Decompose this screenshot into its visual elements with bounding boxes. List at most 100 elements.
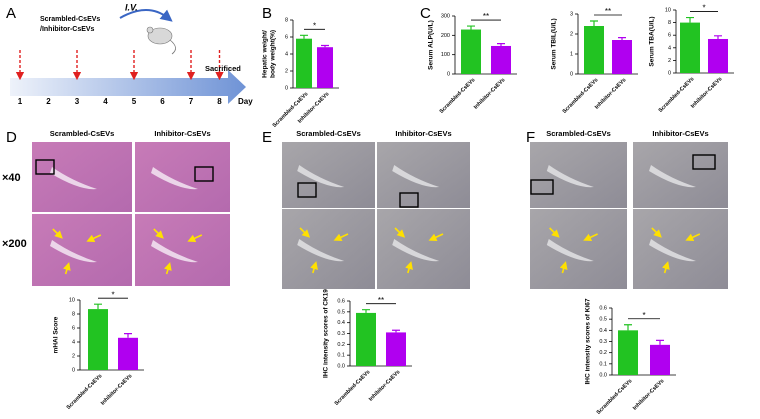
pointer-arrow: [164, 262, 172, 275]
vessel: [649, 165, 696, 188]
bar: [650, 344, 670, 375]
error-bar: [300, 34, 308, 39]
pointer-arrow: [685, 233, 701, 241]
y-tick-label: 2: [285, 68, 288, 74]
treatment-label: Scrambled-CsEVs: [40, 16, 100, 23]
bar: [461, 29, 481, 74]
y-tick-label: 0.4: [599, 328, 607, 334]
y-tick-label: 0: [447, 71, 450, 77]
day-label: 3: [75, 97, 80, 106]
x-tick-label: Scrambled-CsEVs: [334, 369, 372, 407]
x-tick-label: Inhibitor-CsEVs: [368, 369, 401, 402]
error-bar: [467, 25, 475, 30]
error-bar: [321, 44, 329, 48]
bar: [88, 309, 108, 370]
vessel: [546, 239, 594, 262]
error-bar: [714, 35, 722, 39]
error-bar: [624, 324, 632, 331]
column-header: Inhibitor-CsEVs: [154, 129, 210, 138]
mouse-icon: [119, 9, 176, 55]
pointer-arrow: [299, 227, 311, 238]
day-label: 7: [189, 97, 194, 106]
y-axis-label: Hepatic weight/: [262, 30, 269, 78]
y-tick-label: 8: [285, 17, 288, 23]
zoom-box: [194, 166, 214, 182]
bar: [386, 332, 406, 366]
sacrificed-label: Sacrificed: [205, 64, 241, 73]
treatment-label: /Inhibitor-CsEVs: [40, 26, 95, 33]
y-tick-label: 3: [570, 11, 573, 17]
day-label: 2: [46, 97, 51, 106]
significance-label: **: [378, 296, 384, 305]
y-tick-label: 8: [72, 311, 75, 317]
magnification-label: ×40: [2, 172, 21, 184]
bar: [612, 40, 632, 74]
y-tick-label: 0.2: [337, 342, 345, 348]
y-tick-label: 6: [285, 34, 288, 40]
bar: [317, 47, 333, 88]
significance-label: **: [483, 12, 489, 21]
pointer-arrow: [86, 234, 102, 242]
zoom-box: [35, 159, 55, 175]
y-tick-label: 4: [285, 51, 288, 57]
bar: [584, 26, 604, 74]
y-tick-label: 0.0: [337, 363, 345, 369]
route-label: I.V.: [125, 2, 138, 12]
micrograph: [32, 214, 132, 286]
zoom-box: [399, 192, 419, 208]
significance-label: *: [111, 290, 114, 299]
x-tick-label: Scrambled-CsEVs: [439, 77, 477, 115]
error-bar: [124, 333, 132, 338]
y-tick-label: 0: [570, 71, 573, 77]
x-tick-label: Scrambled-CsEVs: [272, 91, 310, 129]
y-axis-label: IHC intensity scores of Ki67: [585, 298, 592, 384]
zoom-box: [297, 182, 317, 198]
vessel: [392, 239, 440, 262]
vessel: [297, 165, 345, 188]
bar: [118, 337, 138, 370]
day-label: 8: [217, 97, 222, 106]
panel-label: C: [420, 5, 431, 22]
pointer-arrow: [559, 261, 568, 274]
column-header: Inhibitor-CsEVs: [652, 129, 708, 138]
y-tick-label: 0.3: [337, 331, 345, 337]
pointer-arrow: [52, 228, 63, 239]
y-tick-label: 2: [72, 353, 75, 359]
zoom-box: [692, 154, 716, 170]
y-tick-label: 0.5: [337, 309, 345, 315]
pointer-arrow: [63, 262, 71, 275]
panel-label: E: [262, 129, 272, 146]
y-tick-label: 100: [441, 52, 450, 58]
vessel: [546, 165, 594, 188]
vessel: [151, 240, 198, 263]
x-tick-label: Inhibitor-CsEVs: [632, 378, 665, 411]
y-axis-label: Serum TBA(U/L): [649, 16, 656, 66]
micrograph: [633, 209, 728, 289]
pointer-arrow: [662, 261, 670, 274]
error-bar: [686, 16, 694, 23]
y-tick-label: 200: [441, 33, 450, 39]
error-bar: [590, 20, 598, 26]
y-tick-label: 4: [668, 45, 671, 51]
y-axis-label: Serum ALP(U/L): [428, 20, 435, 70]
y-tick-label: 300: [441, 13, 450, 19]
significance-label: *: [313, 21, 316, 30]
y-tick-label: 0.6: [599, 305, 607, 311]
y-tick-label: 10: [69, 297, 75, 303]
significance-label: *: [642, 311, 645, 320]
error-bar: [362, 309, 370, 313]
micrograph: [135, 142, 230, 212]
vessel: [151, 167, 198, 190]
pointer-arrow: [394, 227, 406, 238]
y-tick-label: 8: [668, 20, 671, 26]
y-tick-label: 0.3: [599, 339, 607, 345]
pointer-arrow: [310, 261, 318, 274]
micrograph: [530, 142, 627, 208]
y-tick-label: 0.4: [337, 320, 345, 326]
y-tick-label: 0.5: [599, 317, 607, 323]
bar: [708, 38, 728, 73]
y-tick-label: 2: [570, 31, 573, 37]
x-tick-label: Inhibitor-CsEVs: [594, 77, 627, 110]
vessel: [649, 239, 696, 262]
